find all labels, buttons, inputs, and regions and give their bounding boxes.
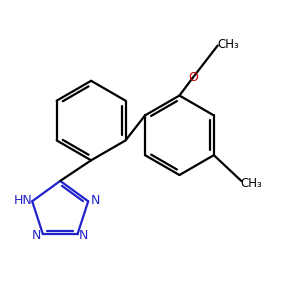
Text: CH₃: CH₃ <box>241 177 262 190</box>
Text: N: N <box>91 194 100 207</box>
Text: CH₃: CH₃ <box>217 38 239 50</box>
Text: HN: HN <box>14 194 32 207</box>
Text: O: O <box>188 71 198 84</box>
Text: N: N <box>32 229 41 242</box>
Text: N: N <box>79 229 88 242</box>
